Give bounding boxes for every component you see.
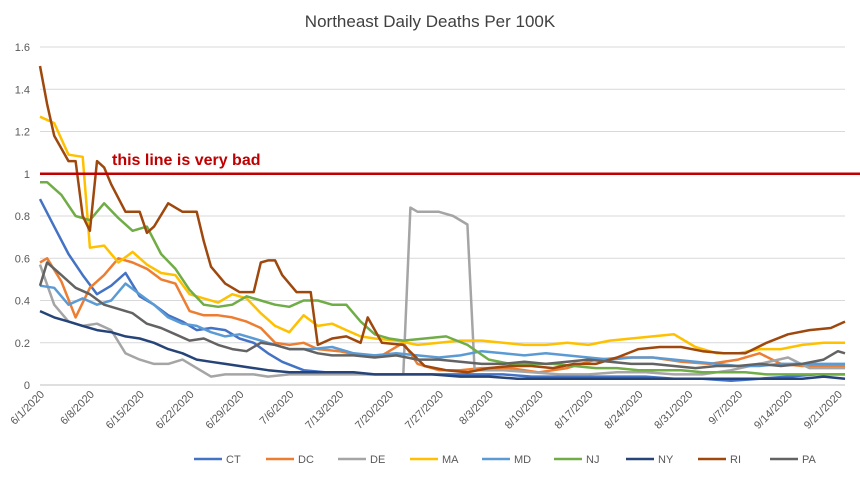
legend-label: CT [226,454,241,466]
y-tick-label: 0.4 [15,296,30,308]
y-tick-label: 1 [24,169,30,181]
series-line-de [38,206,845,378]
legend-label: DC [298,454,314,466]
x-tick-label: 7/20/2020 [353,389,396,432]
y-tick-label: 0.8 [15,211,30,223]
legend-label: MA [442,454,459,466]
legend-label: PA [802,454,817,466]
y-tick-label: 0.6 [15,253,30,265]
y-tick-label: 1.2 [15,127,30,139]
x-tick-label: 9/7/2020 [706,389,745,428]
chart-title: Northeast Daily Deaths Per 100K [305,12,556,31]
legend-label: NJ [586,454,599,466]
x-axis: 6/1/2020 6/8/2020 6/15/2020 6/22/2020 6/29/2… [8,384,845,432]
series-line-ny [39,309,846,380]
x-tick-label: 6/15/2020 [104,389,147,432]
legend-label: DE [370,454,385,466]
x-tick-label: 6/1/2020 [8,389,47,428]
legend-label: NY [658,454,674,466]
series-line-pa [38,261,846,370]
series-line-dc [39,257,845,374]
legend: CT DC DE MA MD NJ NY RI PA [194,454,817,466]
x-tick-label: 8/17/2020 [553,389,596,432]
series-line-ma [39,115,845,355]
reference-line-group: this line is very bad [40,152,860,175]
x-tick-label: 6/29/2020 [204,389,247,432]
legend-label: RI [730,454,741,466]
x-tick-label: 7/13/2020 [303,389,346,432]
legend-label: MD [514,454,531,466]
y-tick-label: 1.4 [15,84,30,96]
x-tick-label: 8/3/2020 [457,389,496,428]
x-tick-label: 6/8/2020 [58,389,97,428]
x-tick-label: 8/31/2020 [652,389,695,432]
x-tick-label: 6/22/2020 [154,389,197,432]
x-tick-label: 7/6/2020 [258,389,297,428]
y-tick-label: 0 [24,380,30,392]
x-tick-label: 8/10/2020 [503,389,546,432]
series-lines [38,65,846,383]
gridlines [40,46,845,344]
y-tick-label: 0.2 [15,338,30,350]
series-line-md [39,282,845,368]
series-line-ri [38,65,846,374]
y-axis-ticks: 0 0.2 0.4 0.6 0.8 1 1.2 1.4 1.6 [15,42,30,392]
x-tick-label: 9/14/2020 [752,389,795,432]
x-tick-label: 7/27/2020 [403,389,446,432]
x-tick-label: 9/21/2020 [802,389,845,432]
reference-line-label: this line is very bad [112,152,261,169]
y-tick-label: 1.6 [15,42,30,54]
x-tick-label: 8/24/2020 [602,389,645,432]
